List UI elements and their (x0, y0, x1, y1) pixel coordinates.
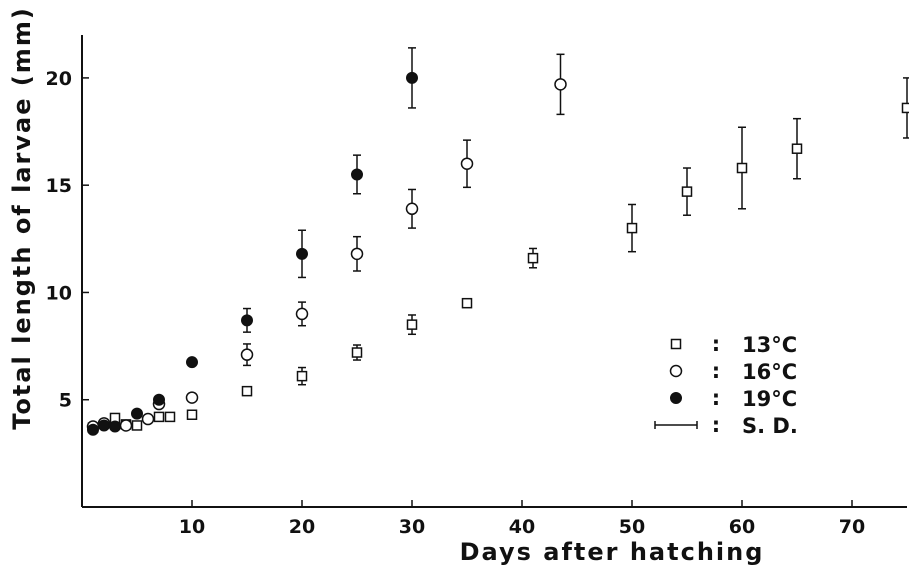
data-point (153, 393, 165, 406)
legend: :13°C: 16°C: 19°C: S. D. (654, 332, 798, 438)
data-point (241, 314, 253, 327)
x-tick-label: 70 (839, 516, 865, 538)
x-tick-label: 60 (729, 516, 755, 538)
x-tick-label: 20 (289, 516, 315, 538)
data-point (527, 252, 539, 264)
data-point (791, 143, 803, 154)
y-axis-title: Total length of larvae (mm) (8, 6, 36, 430)
data-point (736, 162, 748, 174)
axes (81, 35, 907, 508)
data-point (186, 356, 198, 369)
data-point (164, 411, 176, 423)
data-point (240, 348, 254, 361)
legend-label: 16°C (742, 360, 797, 384)
data-point (185, 391, 199, 404)
legend-separator: : (712, 386, 720, 410)
data-point (626, 222, 638, 234)
markers (86, 71, 909, 436)
data-point (131, 420, 143, 431)
data-point (241, 385, 253, 397)
data-point (461, 297, 473, 309)
data-point (87, 423, 99, 436)
data-point (460, 157, 474, 170)
x-tick-label: 10 (179, 516, 205, 538)
data-point (153, 411, 165, 423)
ticks: 10 20 30 40 50 60 70 5 10 15 20 (46, 68, 866, 538)
legend-separator: : (712, 413, 720, 437)
y-tick-label: 15 (46, 175, 72, 197)
legend-separator: : (712, 359, 720, 383)
x-tick-label: 30 (399, 516, 425, 538)
data-point (901, 102, 909, 114)
legend-marker (670, 338, 682, 350)
y-tick-label: 10 (46, 282, 72, 304)
data-point (405, 202, 419, 216)
x-axis-title: Days after hatching (460, 538, 765, 566)
data-point (295, 307, 309, 321)
legend-label: 19°C (742, 387, 797, 411)
data-point (351, 347, 363, 358)
data-point (554, 78, 567, 91)
y-tick-label: 5 (59, 390, 72, 412)
data-point (681, 186, 693, 197)
data-point (186, 409, 198, 420)
data-point (350, 247, 364, 261)
data-point (141, 412, 155, 426)
legend-separator: : (712, 332, 720, 356)
data-point (131, 407, 143, 420)
error-bars (243, 47, 909, 386)
x-tick-label: 50 (619, 516, 645, 538)
legend-label: 13°C (742, 333, 797, 357)
data-point (109, 420, 121, 433)
data-point (406, 71, 418, 84)
legend-marker (669, 364, 683, 378)
data-point (98, 419, 110, 432)
legend-marker (670, 392, 682, 404)
data-point (351, 168, 363, 181)
data-point (296, 370, 308, 382)
x-tick-label: 40 (509, 516, 535, 538)
data-point (119, 419, 133, 432)
y-tick-label: 20 (46, 68, 72, 90)
data-point (406, 319, 418, 330)
legend-label: S. D. (742, 414, 798, 438)
data-point (296, 247, 308, 260)
